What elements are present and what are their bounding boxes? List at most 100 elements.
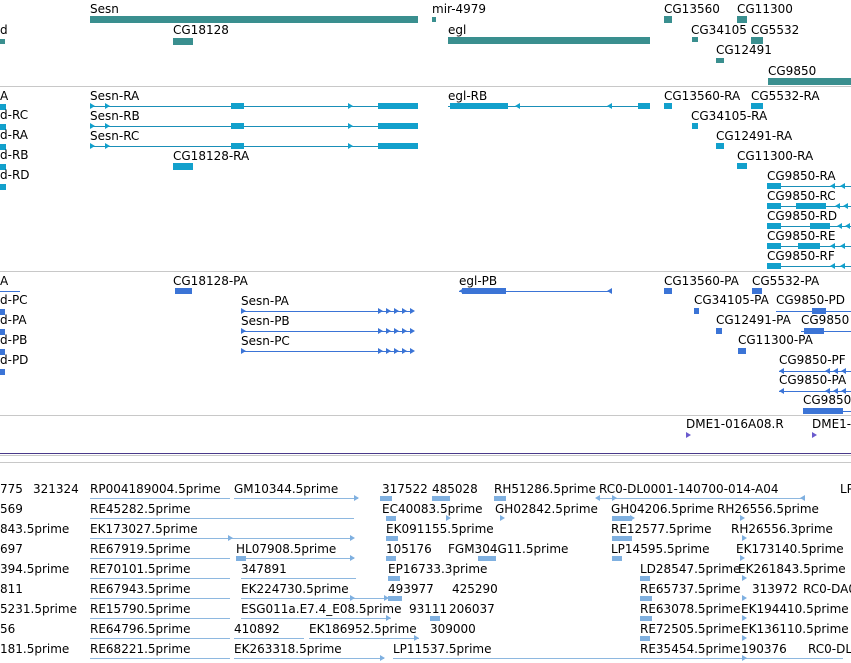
protein-feature[interactable] [716,328,722,334]
protein-feature[interactable] [241,351,411,352]
protein-feature[interactable] [752,288,762,294]
est-label[interactable]: RC0-DL0 [808,642,851,656]
est-label[interactable]: RE65737.5prime [640,582,741,596]
protein-label[interactable]: d-PD [0,353,29,367]
est-feature[interactable] [612,536,632,541]
gene-label[interactable]: CG12491 [716,43,772,57]
gene-feature-cg18128[interactable] [173,38,193,45]
transcript-label[interactable]: CG9850-RC [767,189,836,203]
gene-feature-cg34105[interactable] [692,37,698,42]
est-label[interactable]: RE15790.5prime [90,602,191,616]
est-feature[interactable] [612,556,622,561]
protein-feature[interactable] [801,331,851,332]
gene-feature-cg12491[interactable] [716,58,724,63]
protein-label[interactable]: CG34105-PA [694,293,769,307]
est-label[interactable]: 206037 [449,602,495,616]
est-label[interactable]: EK261843.5prime [738,562,846,576]
transcript-label[interactable]: Sesn-RB [90,109,140,123]
est-label[interactable]: RE72505.5prime [640,622,741,636]
est-feature[interactable] [612,516,632,521]
est-label[interactable]: EK224730.5prime [241,582,349,596]
est-feature[interactable] [241,578,356,579]
protein-feature[interactable] [459,291,612,292]
est-label[interactable]: GH02842.5prime [495,502,598,516]
transcript-exon[interactable] [751,103,763,109]
est-feature[interactable] [393,658,843,659]
protein-feature[interactable] [241,311,411,312]
est-feature[interactable] [386,516,396,521]
protein-feature[interactable] [779,371,851,372]
gene-feature-egl[interactable] [448,37,650,44]
est-label[interactable]: 181.5prime [0,642,70,656]
est-feature[interactable] [241,618,391,619]
est-label[interactable]: HL07908.5prime [236,542,337,556]
gene-label[interactable]: d [0,23,8,37]
gene-feature-mir[interactable] [432,17,436,22]
est-feature[interactable] [309,638,419,639]
protein-feature[interactable] [175,288,192,294]
transcript-exon[interactable] [173,163,193,170]
protein-feature[interactable] [0,329,5,335]
est-label[interactable]: LP14595.5prime [611,542,710,556]
transcript-label[interactable]: d-RC [0,108,29,122]
est-feature[interactable] [90,638,230,639]
protein-feature[interactable] [241,331,411,332]
est-label[interactable]: EK173027.5prime [90,522,198,536]
protein-label[interactable]: CG18128-PA [173,274,248,288]
est-label[interactable]: RC0-DA0 [803,582,851,596]
transcript-intron[interactable] [767,186,851,187]
transcript-label[interactable]: Sesn-RC [90,129,140,143]
est-feature[interactable] [241,598,386,599]
transcript-intron[interactable] [767,226,851,227]
est-label[interactable]: EK186952.5prime [309,622,417,636]
est-label[interactable]: EK263318.5prime [234,642,342,656]
transcript-feature[interactable] [0,104,6,110]
gene-label[interactable]: Sesn [90,2,119,16]
protein-feature[interactable] [694,308,699,314]
est-feature[interactable] [599,498,805,499]
est-label[interactable]: 321324 [33,482,79,496]
est-label[interactable]: 309000 [430,622,476,636]
est-label[interactable]: LD28547.5prime [640,562,741,576]
est-feature[interactable] [90,618,230,619]
transcript-intron[interactable] [90,126,418,127]
est-feature[interactable] [640,636,650,641]
transcript-feature[interactable] [0,164,6,170]
est-feature[interactable] [380,496,392,501]
est-label[interactable]: FGM304G11.5prime [448,542,569,556]
est-feature[interactable] [90,578,230,579]
gene-label[interactable]: CG5532 [751,23,800,37]
protein-feature[interactable] [664,288,672,294]
protein-label[interactable]: CG9850-PF [779,353,846,367]
transcript-label[interactable]: CG13560-RA [664,89,741,103]
gene-feature-cg9850[interactable] [768,78,851,85]
est-label[interactable]: RE45282.5prime [90,502,191,516]
est-label[interactable]: LP [840,482,851,496]
est-label[interactable]: RE64796.5prime [90,622,191,636]
protein-feature[interactable] [779,391,851,392]
est-label[interactable]: 347891 [241,562,287,576]
est-label[interactable]: 5231.5prime [0,602,77,616]
transcript-label[interactable]: CG12491-RA [716,129,793,143]
protein-label[interactable]: d-PB [0,333,28,347]
est-label[interactable]: RH26556.3prime [731,522,833,536]
gene-feature[interactable] [0,39,5,44]
est-label[interactable]: 843.5prime [0,522,70,536]
est-label[interactable]: 313972 [752,582,798,596]
transcript-label[interactable]: d-RD [0,168,30,182]
transcript-feature[interactable] [0,124,6,130]
transcript-feature[interactable] [0,184,6,190]
est-label[interactable]: 93111 [409,602,448,616]
est-feature[interactable] [90,658,230,659]
transcript-exon[interactable] [737,163,747,169]
protein-feature[interactable] [738,348,746,354]
transcript-label[interactable]: CG9850-RF [767,249,835,263]
protein-feature[interactable] [0,309,5,315]
est-feature[interactable] [430,616,440,621]
transcript-label[interactable]: d-RA [0,128,29,142]
transcript-intron[interactable] [448,106,650,107]
protein-label[interactable]: CG11300-PA [738,333,813,347]
transcript-exon[interactable] [664,103,672,109]
protein-label[interactable]: CG9850-PA [779,373,847,387]
est-feature[interactable] [90,598,230,599]
